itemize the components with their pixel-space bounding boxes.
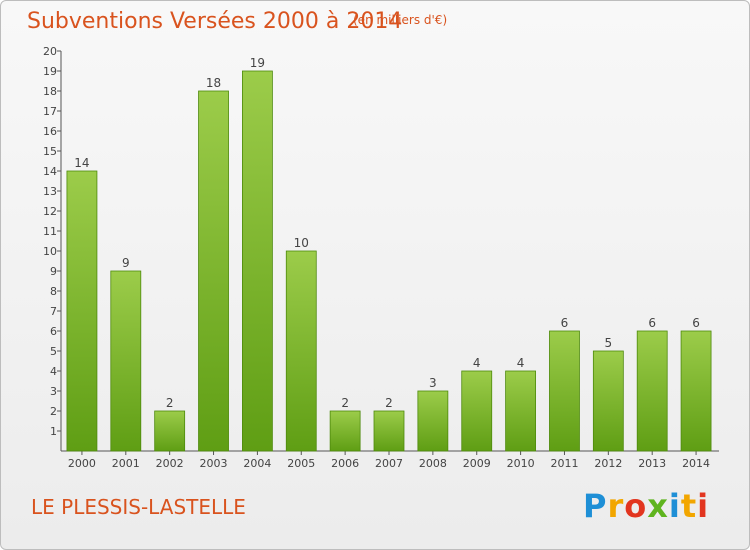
x-tick-label: 2007 <box>375 457 403 470</box>
y-tick-label: 11 <box>43 225 57 238</box>
y-tick-label: 16 <box>43 125 57 138</box>
y-tick-label: 12 <box>43 205 57 218</box>
x-tick-label: 2009 <box>463 457 491 470</box>
commune-name: LE PLESSIS-LASTELLE <box>31 495 246 519</box>
y-tick-label: 20 <box>43 45 57 58</box>
bar-value-label: 4 <box>473 356 481 370</box>
bar <box>66 170 98 452</box>
bar-value-label: 10 <box>294 236 309 250</box>
x-tick-label: 2001 <box>112 457 140 470</box>
bar-value-label: 6 <box>692 316 700 330</box>
bar <box>241 70 273 452</box>
y-tick-label: 5 <box>50 345 57 358</box>
bar <box>373 410 405 452</box>
y-tick-label: 3 <box>50 385 57 398</box>
x-tick-label: 2003 <box>200 457 228 470</box>
y-tick-label: 10 <box>43 245 57 258</box>
y-tick-label: 14 <box>43 165 57 178</box>
y-tick-label: 7 <box>50 305 57 318</box>
y-tick-label: 19 <box>43 65 57 78</box>
bar <box>549 330 580 452</box>
y-tick-label: 6 <box>50 325 57 338</box>
y-tick-label: 15 <box>43 145 57 158</box>
bar-value-label: 18 <box>206 76 221 90</box>
bar-value-label: 3 <box>429 376 437 390</box>
bar <box>285 250 317 452</box>
y-tick-label: 2 <box>50 405 57 418</box>
bar <box>329 410 361 452</box>
bar-value-label: 19 <box>250 56 265 70</box>
x-tick-label: 2012 <box>594 457 622 470</box>
x-tick-label: 2004 <box>243 457 271 470</box>
bar <box>110 270 142 452</box>
bar <box>417 390 449 452</box>
x-tick-label: 2011 <box>550 457 578 470</box>
x-tick-label: 2000 <box>68 457 96 470</box>
bar <box>636 330 668 452</box>
bar-value-label: 2 <box>341 396 349 410</box>
bar-value-label: 2 <box>385 396 393 410</box>
bar-value-label: 2 <box>166 396 174 410</box>
x-tick-label: 2010 <box>507 457 535 470</box>
bar <box>592 350 624 452</box>
bar-value-label: 6 <box>648 316 656 330</box>
chart-subtitle: (en milliers d'€) <box>353 13 448 27</box>
proxiti-logo: Proxiti <box>583 487 710 525</box>
bar <box>461 370 493 452</box>
bar <box>680 330 712 452</box>
bar-value-label: 5 <box>605 336 613 350</box>
y-tick-label: 4 <box>50 365 57 378</box>
chart-title: Subventions Versées 2000 à 2014 <box>27 9 403 34</box>
y-tick-label: 18 <box>43 85 57 98</box>
y-tick-label: 13 <box>43 185 57 198</box>
y-tick-label: 9 <box>50 265 57 278</box>
y-tick-label: 1 <box>50 425 57 438</box>
bar-value-label: 4 <box>517 356 525 370</box>
y-tick-label: 8 <box>50 285 57 298</box>
bar-value-label: 6 <box>561 316 569 330</box>
bar-value-label: 14 <box>74 156 89 170</box>
y-tick-label: 17 <box>43 105 57 118</box>
x-tick-label: 2005 <box>287 457 315 470</box>
bar-value-label: 9 <box>122 256 130 270</box>
x-tick-label: 2013 <box>638 457 666 470</box>
bar <box>505 370 537 452</box>
x-tick-label: 2014 <box>682 457 710 470</box>
x-tick-label: 2006 <box>331 457 359 470</box>
x-tick-label: 2002 <box>156 457 184 470</box>
bar <box>154 410 186 452</box>
x-tick-label: 2008 <box>419 457 447 470</box>
bar <box>198 90 229 452</box>
